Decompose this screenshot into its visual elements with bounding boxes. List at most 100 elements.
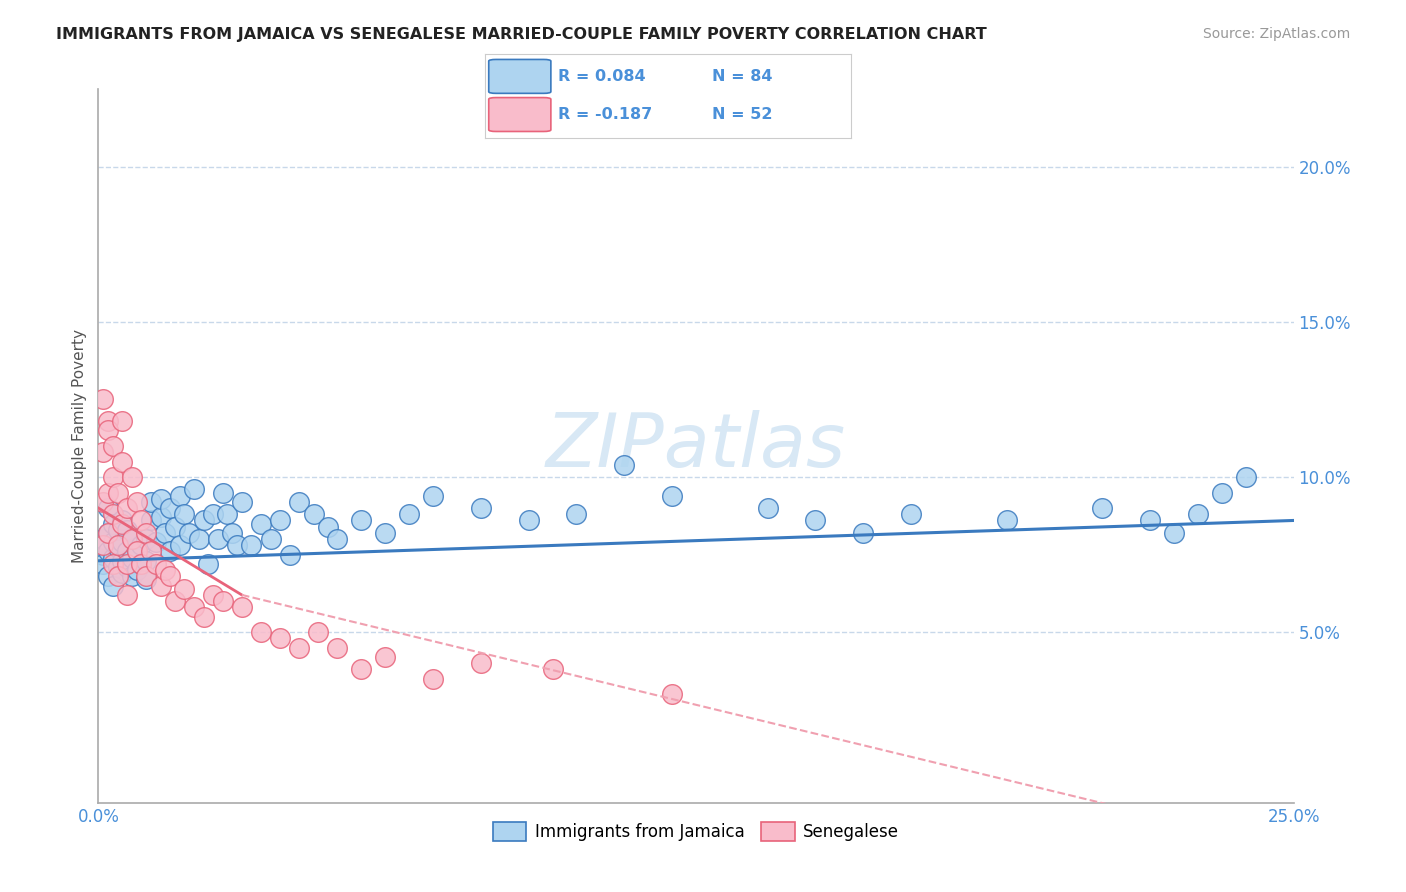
Point: [135, 569, 157, 583]
Point: [125, 544, 148, 558]
Point: [995, 513, 1018, 527]
Text: R = -0.187: R = -0.187: [558, 107, 652, 122]
FancyBboxPatch shape: [489, 97, 551, 131]
Point: [517, 513, 540, 527]
Point: [149, 491, 172, 506]
Point: [159, 501, 181, 516]
Point: [107, 523, 129, 537]
Point: [139, 495, 162, 509]
Point: [97, 525, 120, 540]
Text: N = 84: N = 84: [711, 69, 772, 84]
Point: [470, 501, 492, 516]
Point: [1163, 525, 1185, 540]
Point: [163, 594, 186, 608]
Point: [613, 458, 636, 472]
Point: [326, 532, 349, 546]
Point: [115, 557, 138, 571]
Point: [135, 532, 157, 546]
Point: [163, 519, 186, 533]
Point: [661, 489, 683, 503]
Point: [97, 414, 120, 428]
Point: [202, 508, 225, 522]
Point: [269, 632, 291, 646]
Point: [131, 513, 153, 527]
Point: [145, 557, 167, 571]
Point: [131, 538, 153, 552]
Point: [350, 513, 373, 527]
Text: Source: ZipAtlas.com: Source: ZipAtlas.com: [1202, 27, 1350, 41]
Point: [101, 439, 124, 453]
Point: [307, 625, 329, 640]
Point: [91, 445, 114, 459]
Point: [173, 508, 195, 522]
Point: [155, 525, 177, 540]
Point: [139, 544, 162, 558]
Point: [398, 508, 420, 522]
Point: [169, 489, 191, 503]
Point: [149, 579, 172, 593]
Point: [197, 557, 219, 571]
Point: [131, 557, 153, 571]
Point: [240, 538, 263, 552]
Point: [278, 548, 301, 562]
Point: [131, 557, 153, 571]
Point: [111, 516, 134, 531]
Point: [1187, 508, 1209, 522]
Point: [121, 532, 143, 546]
Point: [107, 560, 129, 574]
Point: [422, 672, 444, 686]
Point: [374, 650, 396, 665]
Point: [1139, 513, 1161, 527]
Point: [111, 513, 134, 527]
Point: [183, 600, 205, 615]
Point: [231, 600, 253, 615]
Point: [121, 470, 143, 484]
Point: [111, 414, 134, 428]
Point: [101, 516, 124, 531]
Point: [145, 535, 167, 549]
Point: [149, 510, 172, 524]
Point: [91, 392, 114, 407]
Point: [900, 508, 922, 522]
Point: [250, 516, 273, 531]
Point: [804, 513, 827, 527]
Point: [115, 523, 138, 537]
Point: [288, 495, 311, 509]
Point: [115, 501, 138, 516]
Point: [231, 495, 253, 509]
Point: [179, 525, 201, 540]
Point: [121, 532, 143, 546]
Point: [1091, 501, 1114, 516]
Point: [107, 485, 129, 500]
Point: [565, 508, 588, 522]
Point: [316, 519, 339, 533]
Legend: Immigrants from Jamaica, Senegalese: Immigrants from Jamaica, Senegalese: [486, 815, 905, 848]
Text: IMMIGRANTS FROM JAMAICA VS SENEGALESE MARRIED-COUPLE FAMILY POVERTY CORRELATION : IMMIGRANTS FROM JAMAICA VS SENEGALESE MA…: [56, 27, 987, 42]
Point: [159, 544, 181, 558]
Point: [101, 550, 124, 565]
Point: [101, 470, 124, 484]
Point: [1211, 485, 1233, 500]
Text: ZIPatlas: ZIPatlas: [546, 410, 846, 482]
Point: [125, 495, 148, 509]
FancyBboxPatch shape: [489, 60, 551, 94]
Point: [155, 563, 177, 577]
Point: [101, 557, 124, 571]
Point: [125, 563, 148, 577]
Point: [193, 513, 215, 527]
Point: [111, 454, 134, 468]
Point: [115, 560, 138, 574]
Point: [97, 501, 120, 516]
Point: [107, 538, 129, 552]
Point: [288, 640, 311, 655]
Point: [115, 544, 138, 558]
Text: R = 0.084: R = 0.084: [558, 69, 645, 84]
Point: [115, 588, 138, 602]
Point: [135, 554, 157, 568]
Point: [91, 538, 114, 552]
Point: [183, 483, 205, 497]
Point: [250, 625, 273, 640]
Point: [852, 525, 875, 540]
Point: [121, 550, 143, 565]
Y-axis label: Married-Couple Family Poverty: Married-Couple Family Poverty: [72, 329, 87, 563]
